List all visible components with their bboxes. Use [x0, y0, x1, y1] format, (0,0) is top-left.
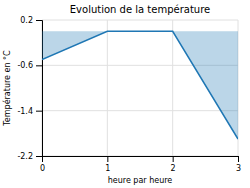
grid-line	[42, 20, 238, 21]
marks	[42, 31, 238, 139]
chart: 0 1 2 3 0.2 -0.6 -1.4 -2.2 Evolution de la tempé…	[0, 0, 250, 188]
tick-mark	[173, 156, 174, 162]
plot: 0 1 2 3 0.2 -0.6 -1.4 -2.2	[17, 16, 241, 173]
x-axis: 0 1 2 3	[40, 156, 241, 173]
tick-mark	[36, 20, 42, 21]
y-axis-title: Température en °C	[2, 50, 12, 127]
area	[42, 31, 238, 139]
tick-mark	[36, 111, 42, 112]
axis-line	[43, 157, 239, 163]
tick: 3	[236, 156, 241, 173]
y-axis: 0.2 -0.6 -1.4 -2.2	[17, 16, 42, 161]
tick: 1	[105, 156, 110, 173]
tick-label: -1.4	[17, 107, 33, 116]
tick: 2	[171, 156, 176, 173]
tick-mark	[107, 156, 108, 162]
grid-line	[42, 110, 238, 111]
tick-label: 1	[105, 164, 110, 173]
tick: -1.4	[17, 107, 42, 116]
tick-mark	[36, 65, 42, 66]
tick-label: 2	[171, 164, 176, 173]
tick-label: 0.2	[20, 16, 33, 25]
tick: -2.2	[17, 152, 42, 161]
grid	[42, 20, 238, 156]
tick-label: -2.2	[17, 152, 33, 161]
grid-line	[172, 20, 173, 156]
tick-label: 0	[40, 164, 45, 173]
tick-mark	[36, 156, 42, 157]
tick-label: 3	[236, 164, 241, 173]
tick: 0	[40, 156, 45, 173]
title: Evolution de la température	[70, 4, 210, 15]
grid-line	[107, 20, 108, 156]
line	[42, 31, 238, 139]
tick: 0.2	[20, 16, 42, 25]
tick-label: -0.6	[17, 61, 33, 70]
tick: -0.6	[17, 61, 42, 70]
axis-line	[36, 21, 43, 157]
x-axis-title: heure par heure	[108, 176, 173, 185]
tick-mark	[238, 156, 239, 162]
